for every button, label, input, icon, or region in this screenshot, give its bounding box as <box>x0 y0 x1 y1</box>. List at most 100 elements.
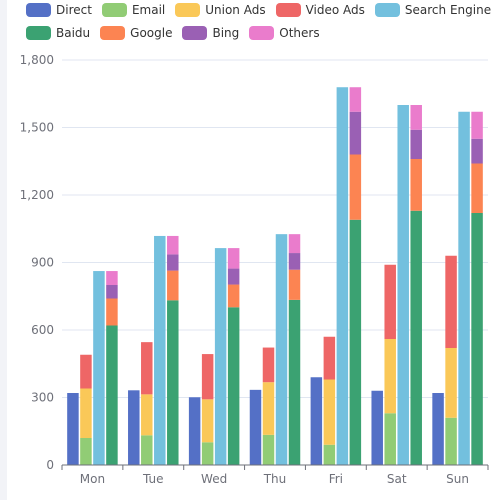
bar-others-fri <box>349 87 362 112</box>
bar-bing-wed <box>227 268 240 285</box>
bar-others-thu <box>288 234 301 254</box>
bar-video-ads-mon <box>80 354 92 389</box>
legend-label-video-ads: Video Ads <box>305 3 365 17</box>
x-tick-label: Sat <box>387 472 407 486</box>
legend-swatch-email <box>101 3 127 17</box>
legend-item-union-ads[interactable]: Union Ads <box>175 3 266 17</box>
legend-label-search-engine: Search Engine <box>404 3 492 17</box>
bar-baidu-fri <box>349 219 362 465</box>
x-tick-label: Mon <box>80 472 105 486</box>
legend-swatch-search-engine <box>374 3 400 17</box>
bar-search-engine-sat <box>397 105 409 465</box>
bar-video-ads-fri <box>323 336 336 380</box>
bar-baidu-sun <box>471 213 483 465</box>
bar-google-wed <box>227 284 240 308</box>
legend-item-others[interactable]: Others <box>249 26 320 40</box>
bar-union-ads-wed <box>201 399 214 443</box>
legend-row-2: Baidu Google Bing Others <box>26 26 330 40</box>
bar-union-ads-fri <box>323 379 336 445</box>
legend-swatch-others <box>249 26 275 40</box>
y-tick-label: 1,200 <box>20 188 54 202</box>
y-tick-label: 0 <box>46 458 54 472</box>
legend-item-google[interactable]: Google <box>100 26 172 40</box>
legend-label-bing: Bing <box>212 26 240 40</box>
bar-search-engine-wed <box>214 248 227 465</box>
bar-baidu-thu <box>288 299 301 465</box>
bar-email-tue <box>141 435 153 465</box>
bar-search-engine-mon <box>93 271 105 465</box>
legend-swatch-bing <box>182 26 208 40</box>
x-tick-label: Wed <box>201 472 227 486</box>
bar-direct-sat <box>371 390 383 465</box>
bar-direct-wed <box>188 397 201 465</box>
bar-email-thu <box>262 434 275 465</box>
y-tick-label: 300 <box>31 391 54 405</box>
y-tick-label: 1,800 <box>20 53 54 67</box>
bar-bing-sat <box>410 129 422 159</box>
legend-item-video-ads[interactable]: Video Ads <box>275 3 365 17</box>
bar-union-ads-mon <box>80 388 92 438</box>
legend-swatch-direct <box>26 3 51 17</box>
bar-video-ads-sun <box>445 255 457 348</box>
bar-video-ads-sat <box>384 264 396 339</box>
bar-others-mon <box>106 271 118 285</box>
bar-others-sat <box>410 105 422 130</box>
bar-direct-tue <box>128 390 140 465</box>
legend-item-email[interactable]: Email <box>101 3 166 17</box>
bar-google-thu <box>288 269 301 300</box>
legend-item-direct[interactable]: Direct <box>26 3 92 17</box>
bar-union-ads-sat <box>384 339 396 414</box>
left-panel-strip <box>0 0 7 500</box>
legend-swatch-union-ads <box>175 3 201 17</box>
legend-item-bing[interactable]: Bing <box>182 26 239 40</box>
bar-search-engine-fri <box>336 87 349 465</box>
legend-swatch-video-ads <box>275 3 301 17</box>
bar-video-ads-tue <box>141 342 153 395</box>
axes: 0 300 600 900 1,200 1,500 1,800 Mon Tue Wed Thu Fri… <box>20 53 489 486</box>
legend-item-search-engine[interactable]: Search Engine <box>374 3 492 17</box>
x-tick-label: Thu <box>263 472 287 486</box>
bar-baidu-sat <box>410 210 422 465</box>
bar-union-ads-sun <box>445 348 457 418</box>
legend-row-1: Direct Email Union Ads Video Ads Search Engi… <box>26 3 500 17</box>
legend-swatch-google <box>100 26 126 40</box>
bar-google-sun <box>471 163 483 213</box>
bar-baidu-tue <box>167 300 179 465</box>
legend-label-union-ads: Union Ads <box>205 3 266 17</box>
bar-email-fri <box>323 444 336 465</box>
bar-video-ads-thu <box>262 347 275 383</box>
legend-label-others: Others <box>279 26 320 40</box>
bar-bing-sun <box>471 138 483 164</box>
bar-bing-fri <box>349 111 362 155</box>
bar-others-sun <box>471 111 483 139</box>
y-tick-label: 900 <box>31 256 54 270</box>
bar-direct-fri <box>310 377 323 465</box>
grid-lines <box>62 59 488 398</box>
bars <box>67 87 483 465</box>
legend-swatch-baidu <box>26 26 51 40</box>
bar-others-tue <box>167 235 179 255</box>
legend-label-baidu: Baidu <box>56 26 91 40</box>
legend-label-email: Email <box>131 3 166 17</box>
bar-google-tue <box>167 270 179 301</box>
bar-direct-sun <box>432 393 444 465</box>
bar-google-mon <box>106 298 118 326</box>
bar-email-sat <box>384 413 396 465</box>
bar-email-wed <box>201 442 214 465</box>
legend-label-google: Google <box>130 26 173 40</box>
bar-google-sat <box>410 159 422 211</box>
bar-search-engine-thu <box>275 234 288 465</box>
legend-label-direct: Direct <box>56 3 92 17</box>
bar-bing-mon <box>106 285 118 299</box>
bar-union-ads-thu <box>262 382 275 435</box>
x-tick-label: Tue <box>142 472 164 486</box>
bar-bing-thu <box>288 253 301 270</box>
bar-baidu-mon <box>106 325 118 465</box>
x-tick-label: Sun <box>446 472 469 486</box>
bar-direct-mon <box>67 393 79 465</box>
bar-email-sun <box>445 417 457 465</box>
bar-bing-tue <box>167 254 179 271</box>
legend-item-baidu[interactable]: Baidu <box>26 26 90 40</box>
bar-video-ads-wed <box>201 354 214 400</box>
